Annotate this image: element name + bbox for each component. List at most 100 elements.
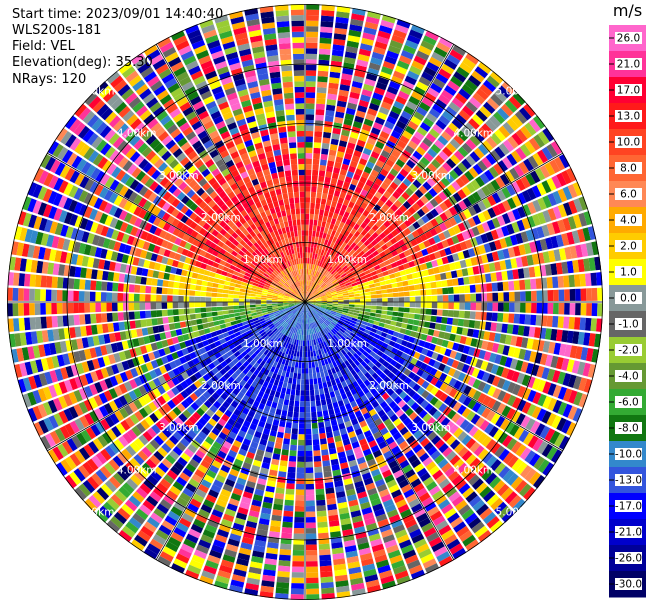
- velocity-gate: [355, 247, 363, 254]
- velocity-gate: [284, 393, 290, 400]
- velocity-gate: [309, 269, 312, 275]
- velocity-gate: [359, 326, 366, 332]
- velocity-gate: [502, 379, 511, 391]
- velocity-gate: [323, 269, 328, 276]
- velocity-gate: [561, 261, 569, 274]
- velocity-gate: [282, 521, 293, 528]
- velocity-gate: [510, 476, 523, 490]
- velocity-gate: [315, 284, 320, 290]
- velocity-gate: [410, 239, 418, 247]
- velocity-gate: [347, 239, 354, 247]
- velocity-gate: [382, 499, 394, 508]
- velocity-gate: [398, 479, 410, 489]
- velocity-gate: [520, 302, 526, 313]
- velocity-gate: [445, 142, 457, 154]
- velocity-gate: [403, 368, 412, 377]
- velocity-gate: [301, 329, 304, 336]
- velocity-gate: [330, 349, 336, 356]
- velocity-gate: [431, 435, 441, 445]
- velocity-gate: [360, 360, 368, 368]
- velocity-gate: [299, 406, 305, 413]
- velocity-gate: [319, 317, 325, 323]
- velocity-gate: [342, 438, 351, 446]
- velocity-gate: [307, 312, 311, 318]
- velocity-gate: [462, 396, 472, 407]
- velocity-gate: [416, 396, 425, 405]
- velocity-gate: [351, 329, 358, 335]
- velocity-gate: [515, 336, 523, 347]
- velocity-gate: [323, 287, 329, 291]
- velocity-gate: [368, 187, 377, 196]
- velocity-gate: [427, 328, 435, 336]
- velocity-gate: [371, 195, 380, 204]
- velocity-gate: [536, 408, 547, 422]
- velocity-gate: [486, 410, 496, 422]
- velocity-gate: [527, 201, 537, 215]
- velocity-gate: [334, 389, 341, 397]
- velocity-gate: [410, 569, 426, 580]
- velocity-gate: [302, 346, 305, 352]
- velocity-gate: [378, 336, 386, 342]
- velocity-gate: [343, 299, 350, 302]
- velocity-gate: [122, 302, 129, 311]
- velocity-gate: [547, 208, 557, 221]
- velocity-gate: [501, 367, 510, 379]
- velocity-gate: [320, 330, 325, 337]
- velocity-gate: [219, 323, 227, 329]
- velocity-gate: [481, 254, 489, 264]
- velocity-gate: [486, 136, 498, 149]
- velocity-gate: [366, 276, 374, 282]
- velocity-gate: [345, 147, 354, 155]
- velocity-gate: [397, 357, 406, 365]
- velocity-gate: [347, 102, 358, 110]
- velocity-gate: [194, 302, 201, 308]
- velocity-gate: [310, 351, 314, 357]
- velocity-gate: [305, 191, 311, 198]
- velocity-gate: [386, 422, 396, 432]
- velocity-gate: [457, 146, 469, 158]
- velocity-gate: [503, 302, 510, 312]
- velocity-gate: [531, 302, 537, 314]
- velocity-gate: [305, 108, 315, 115]
- velocity-gate: [472, 429, 484, 441]
- velocity-gate: [326, 431, 334, 439]
- velocity-gate: [476, 404, 487, 416]
- velocity-gate: [434, 424, 444, 435]
- velocity-gate: [294, 517, 305, 523]
- velocity-gate: [462, 345, 471, 355]
- velocity-gate: [365, 73, 378, 82]
- velocity-gate: [459, 62, 473, 74]
- velocity-gate: [489, 115, 502, 128]
- velocity-gate: [362, 317, 369, 323]
- velocity-gate: [389, 168, 399, 177]
- velocity-gate: [410, 193, 420, 202]
- velocity-gate: [311, 362, 316, 368]
- velocity-gate: [279, 420, 286, 428]
- velocity-gate: [344, 51, 357, 59]
- velocity-gate: [310, 297, 316, 300]
- velocity-gate: [200, 302, 206, 308]
- velocity-gate: [536, 182, 547, 196]
- velocity-gate: [497, 249, 505, 260]
- velocity-gate: [452, 369, 461, 380]
- velocity-gate: [352, 327, 359, 333]
- velocity-gate: [408, 313, 415, 319]
- velocity-gate: [298, 340, 301, 346]
- velocity-gate: [464, 294, 471, 302]
- velocity-gate: [364, 225, 372, 232]
- velocity-gate: [331, 336, 337, 343]
- velocity-gate: [521, 217, 531, 230]
- velocity-gate: [335, 274, 341, 280]
- velocity-gate: [431, 159, 441, 169]
- velocity-gate: [509, 167, 520, 180]
- velocity-gate: [453, 134, 465, 146]
- velocity-gate: [531, 253, 540, 265]
- velocity-gate: [416, 419, 426, 429]
- velocity-gate: [334, 315, 341, 320]
- velocity-gate: [324, 334, 329, 341]
- velocity-gate: [453, 286, 460, 294]
- velocity-gate: [467, 328, 474, 337]
- velocity-gate: [365, 305, 372, 309]
- velocity-gate: [305, 428, 312, 435]
